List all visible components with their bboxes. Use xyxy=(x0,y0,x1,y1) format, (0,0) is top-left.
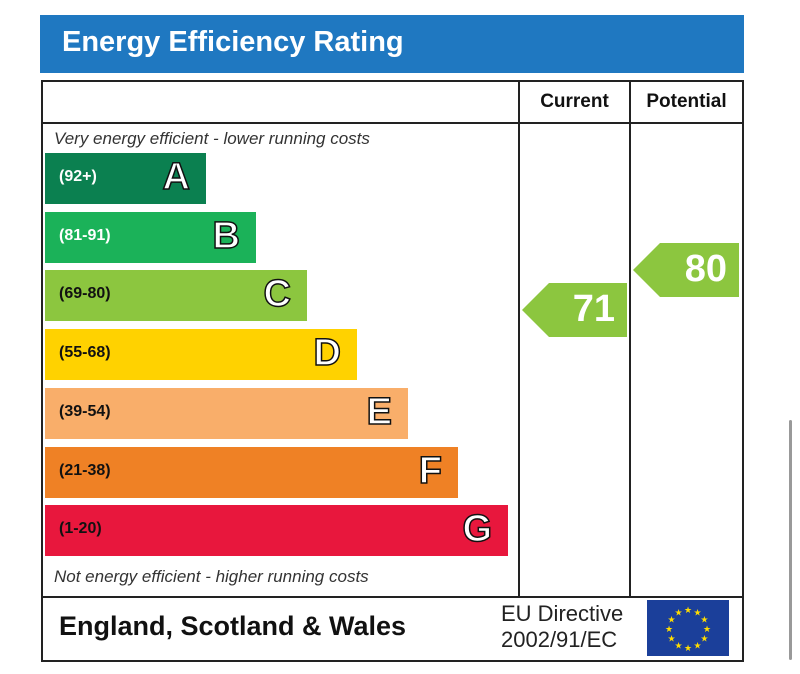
band-letter: D xyxy=(313,331,342,375)
eu-flag-icon: ★ ★ ★ ★ ★ ★ ★ ★ ★ ★ ★ ★ xyxy=(647,600,729,656)
star-icon: ★ xyxy=(693,608,701,618)
potential-rating-value: 80 xyxy=(684,248,727,290)
bottom-note: Not energy efficient - higher running co… xyxy=(54,567,369,586)
region-label: England, Scotland & Wales xyxy=(59,611,407,641)
divider xyxy=(43,122,742,124)
directive-line1: EU Directive xyxy=(501,601,624,626)
star-icon: ★ xyxy=(693,640,701,650)
chart-title: Energy Efficiency Rating xyxy=(62,26,404,58)
eu-directive: EU Directive 2002/91/EC xyxy=(501,601,623,653)
star-icon: ★ xyxy=(700,615,708,625)
footer: England, Scotland & Wales EU Directive 20… xyxy=(41,594,744,662)
band-d: (55-68) D xyxy=(45,329,357,380)
band-e: (39-54) E xyxy=(45,388,408,439)
title-bar: Energy Efficiency Rating xyxy=(40,15,744,73)
band-range: (55-68) xyxy=(59,344,111,361)
star-icon: ★ xyxy=(684,643,692,653)
star-icon: ★ xyxy=(668,634,676,644)
star-icon: ★ xyxy=(674,608,682,618)
star-icon: ★ xyxy=(665,624,673,634)
band-range: (1-20) xyxy=(59,520,102,537)
band-letter: C xyxy=(263,272,292,316)
potential-rating-arrow: 80 xyxy=(633,243,739,297)
band-letter: A xyxy=(162,155,191,199)
current-rating-value: 71 xyxy=(572,288,615,330)
star-icon: ★ xyxy=(674,640,682,650)
current-header: Current xyxy=(540,91,609,112)
divider xyxy=(629,82,631,596)
band-range: (39-54) xyxy=(59,403,111,420)
band-letter: F xyxy=(418,449,443,493)
scrollbar[interactable] xyxy=(789,420,792,660)
potential-header: Potential xyxy=(646,91,727,112)
band-c: (69-80) C xyxy=(45,270,307,321)
band-range: (69-80) xyxy=(59,285,111,302)
star-icon: ★ xyxy=(703,624,711,634)
band-f: (21-38) F xyxy=(45,447,458,498)
band-letter: G xyxy=(462,507,493,551)
band-range: (92+) xyxy=(59,168,97,185)
band-b: (81-91) B xyxy=(45,212,256,263)
star-icon: ★ xyxy=(684,605,692,615)
star-icon: ★ xyxy=(668,615,676,625)
band-g: (1-20) G xyxy=(45,505,508,556)
top-note: Very energy efficient - lower running co… xyxy=(54,129,370,148)
band-letter: E xyxy=(366,390,393,434)
current-rating-arrow: 71 xyxy=(522,283,627,337)
band-a: (92+) A xyxy=(45,153,206,204)
rating-table: Current Potential Very energy efficient … xyxy=(41,80,744,598)
band-range: (81-91) xyxy=(59,227,111,244)
band-letter: B xyxy=(212,214,241,258)
divider xyxy=(518,82,520,596)
band-range: (21-38) xyxy=(59,462,111,479)
star-icon: ★ xyxy=(700,634,708,644)
directive-line2: 2002/91/EC xyxy=(501,627,618,652)
